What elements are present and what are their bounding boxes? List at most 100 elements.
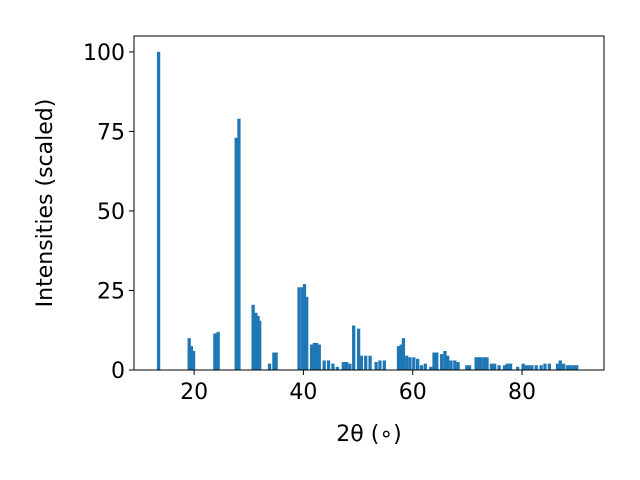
- bar: [401, 338, 406, 370]
- bars: [156, 51, 579, 371]
- bar: [302, 284, 307, 370]
- bar: [305, 296, 309, 370]
- y-tick-label: 0: [111, 359, 125, 384]
- bar: [543, 363, 547, 370]
- bar: [344, 362, 349, 370]
- bar: [449, 360, 453, 370]
- x-tick-label: 40: [289, 380, 317, 405]
- bar: [474, 357, 478, 370]
- bar: [189, 346, 194, 370]
- bar: [429, 366, 433, 370]
- bar: [416, 358, 420, 370]
- bar: [539, 365, 543, 370]
- bar: [374, 362, 378, 370]
- bar: [267, 363, 272, 370]
- bar: [156, 51, 161, 371]
- y-tick-label: 75: [97, 120, 125, 145]
- bar: [378, 360, 382, 370]
- bar: [516, 366, 520, 370]
- bar: [274, 352, 278, 370]
- bar: [479, 357, 483, 370]
- bar: [237, 118, 241, 370]
- bar: [382, 360, 386, 370]
- bar: [187, 338, 191, 370]
- x-axis: 20 40 60 80: [180, 370, 536, 405]
- bar: [558, 360, 562, 370]
- y-tick-label: 50: [97, 200, 125, 225]
- bar: [446, 355, 450, 370]
- bar: [456, 362, 460, 370]
- bar: [312, 342, 316, 370]
- bar: [572, 365, 576, 370]
- bar: [502, 365, 507, 370]
- bar: [530, 365, 534, 370]
- bar: [443, 350, 447, 370]
- bar: [356, 328, 361, 370]
- bar: [521, 363, 525, 370]
- bar: [359, 355, 363, 370]
- bar: [251, 304, 255, 370]
- bar: [561, 363, 566, 370]
- x-tick-label: 80: [508, 380, 536, 405]
- bar: [453, 360, 457, 370]
- bar: [348, 363, 352, 370]
- bar: [508, 363, 513, 370]
- bar: [485, 357, 489, 370]
- bar: [309, 344, 314, 370]
- bar: [335, 366, 339, 370]
- bar: [399, 344, 403, 370]
- x-axis-label: 2θ (∘): [336, 422, 401, 447]
- x-tick-label: 60: [399, 380, 427, 405]
- bar: [465, 365, 469, 370]
- bar: [440, 354, 444, 370]
- bar: [322, 360, 326, 370]
- bar: [272, 352, 276, 370]
- bar: [547, 363, 551, 370]
- bar: [317, 344, 321, 370]
- bar: [258, 320, 262, 370]
- bar: [352, 325, 356, 370]
- bar: [234, 137, 238, 370]
- bar: [565, 365, 570, 370]
- bar: [412, 357, 416, 370]
- bar: [191, 350, 196, 370]
- bar: [493, 363, 497, 370]
- bar: [575, 365, 579, 370]
- bar: [423, 363, 427, 370]
- bar: [432, 352, 436, 370]
- bar: [368, 355, 372, 370]
- bar: [476, 357, 480, 370]
- bar: [326, 360, 331, 370]
- bar: [314, 342, 319, 370]
- bar: [419, 365, 424, 370]
- bar: [408, 357, 412, 370]
- bar: [435, 352, 439, 370]
- bar: [254, 312, 258, 370]
- bar: [341, 362, 345, 370]
- x-tick-label: 20: [180, 380, 208, 405]
- bar: [216, 331, 220, 370]
- bar: [364, 355, 368, 370]
- bar: [523, 365, 527, 370]
- bar: [396, 346, 401, 370]
- bar: [489, 363, 494, 370]
- y-tick-label: 100: [83, 41, 125, 66]
- bar: [297, 287, 301, 370]
- y-axis-label: Intensities (scaled): [33, 99, 58, 308]
- bar: [497, 365, 501, 370]
- bar: [467, 365, 472, 370]
- bar: [405, 355, 409, 370]
- bar: [534, 365, 538, 370]
- bar: [213, 333, 217, 370]
- y-tick-label: 25: [97, 279, 125, 304]
- bar: [526, 365, 531, 370]
- bar: [300, 287, 304, 370]
- y-axis: 0 25 50 75 100: [83, 41, 134, 384]
- bar: [569, 365, 573, 370]
- plot-frame: [133, 35, 605, 371]
- bar: [331, 363, 335, 370]
- bar: [482, 357, 486, 370]
- bar: [555, 363, 560, 370]
- bar: [505, 363, 509, 370]
